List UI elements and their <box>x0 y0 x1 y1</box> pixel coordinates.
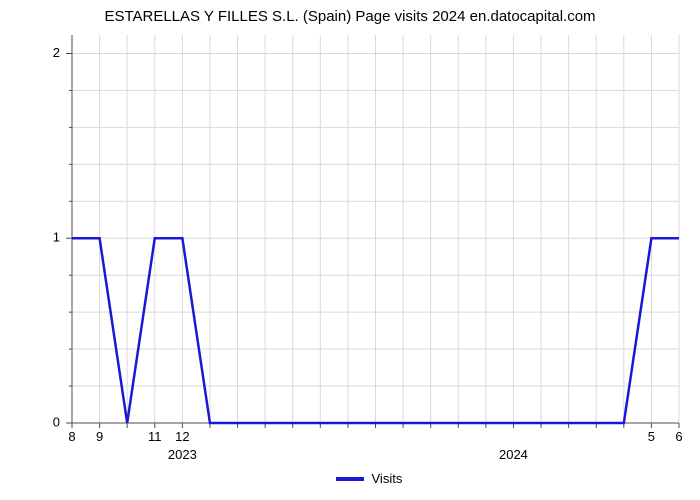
x-tick-label: 9 <box>96 429 103 444</box>
y-tick-label: 2 <box>53 45 60 60</box>
legend-label: Visits <box>372 471 403 486</box>
x-group-label: 2023 <box>168 447 197 462</box>
legend: Visits <box>336 471 403 486</box>
x-tick-label: 8 <box>68 429 75 444</box>
x-tick-label: 12 <box>175 429 189 444</box>
chart-container: ESTARELLAS Y FILLES S.L. (Spain) Page vi… <box>0 0 700 500</box>
x-group-label: 2024 <box>499 447 528 462</box>
legend-swatch <box>336 477 364 481</box>
x-tick-label: 6 <box>675 429 682 444</box>
y-tick-label: 0 <box>53 414 60 429</box>
chart-svg: 0128911125620232024 <box>0 0 700 500</box>
y-tick-label: 1 <box>53 230 60 245</box>
x-tick-label: 11 <box>148 429 162 444</box>
x-tick-label: 5 <box>648 429 655 444</box>
